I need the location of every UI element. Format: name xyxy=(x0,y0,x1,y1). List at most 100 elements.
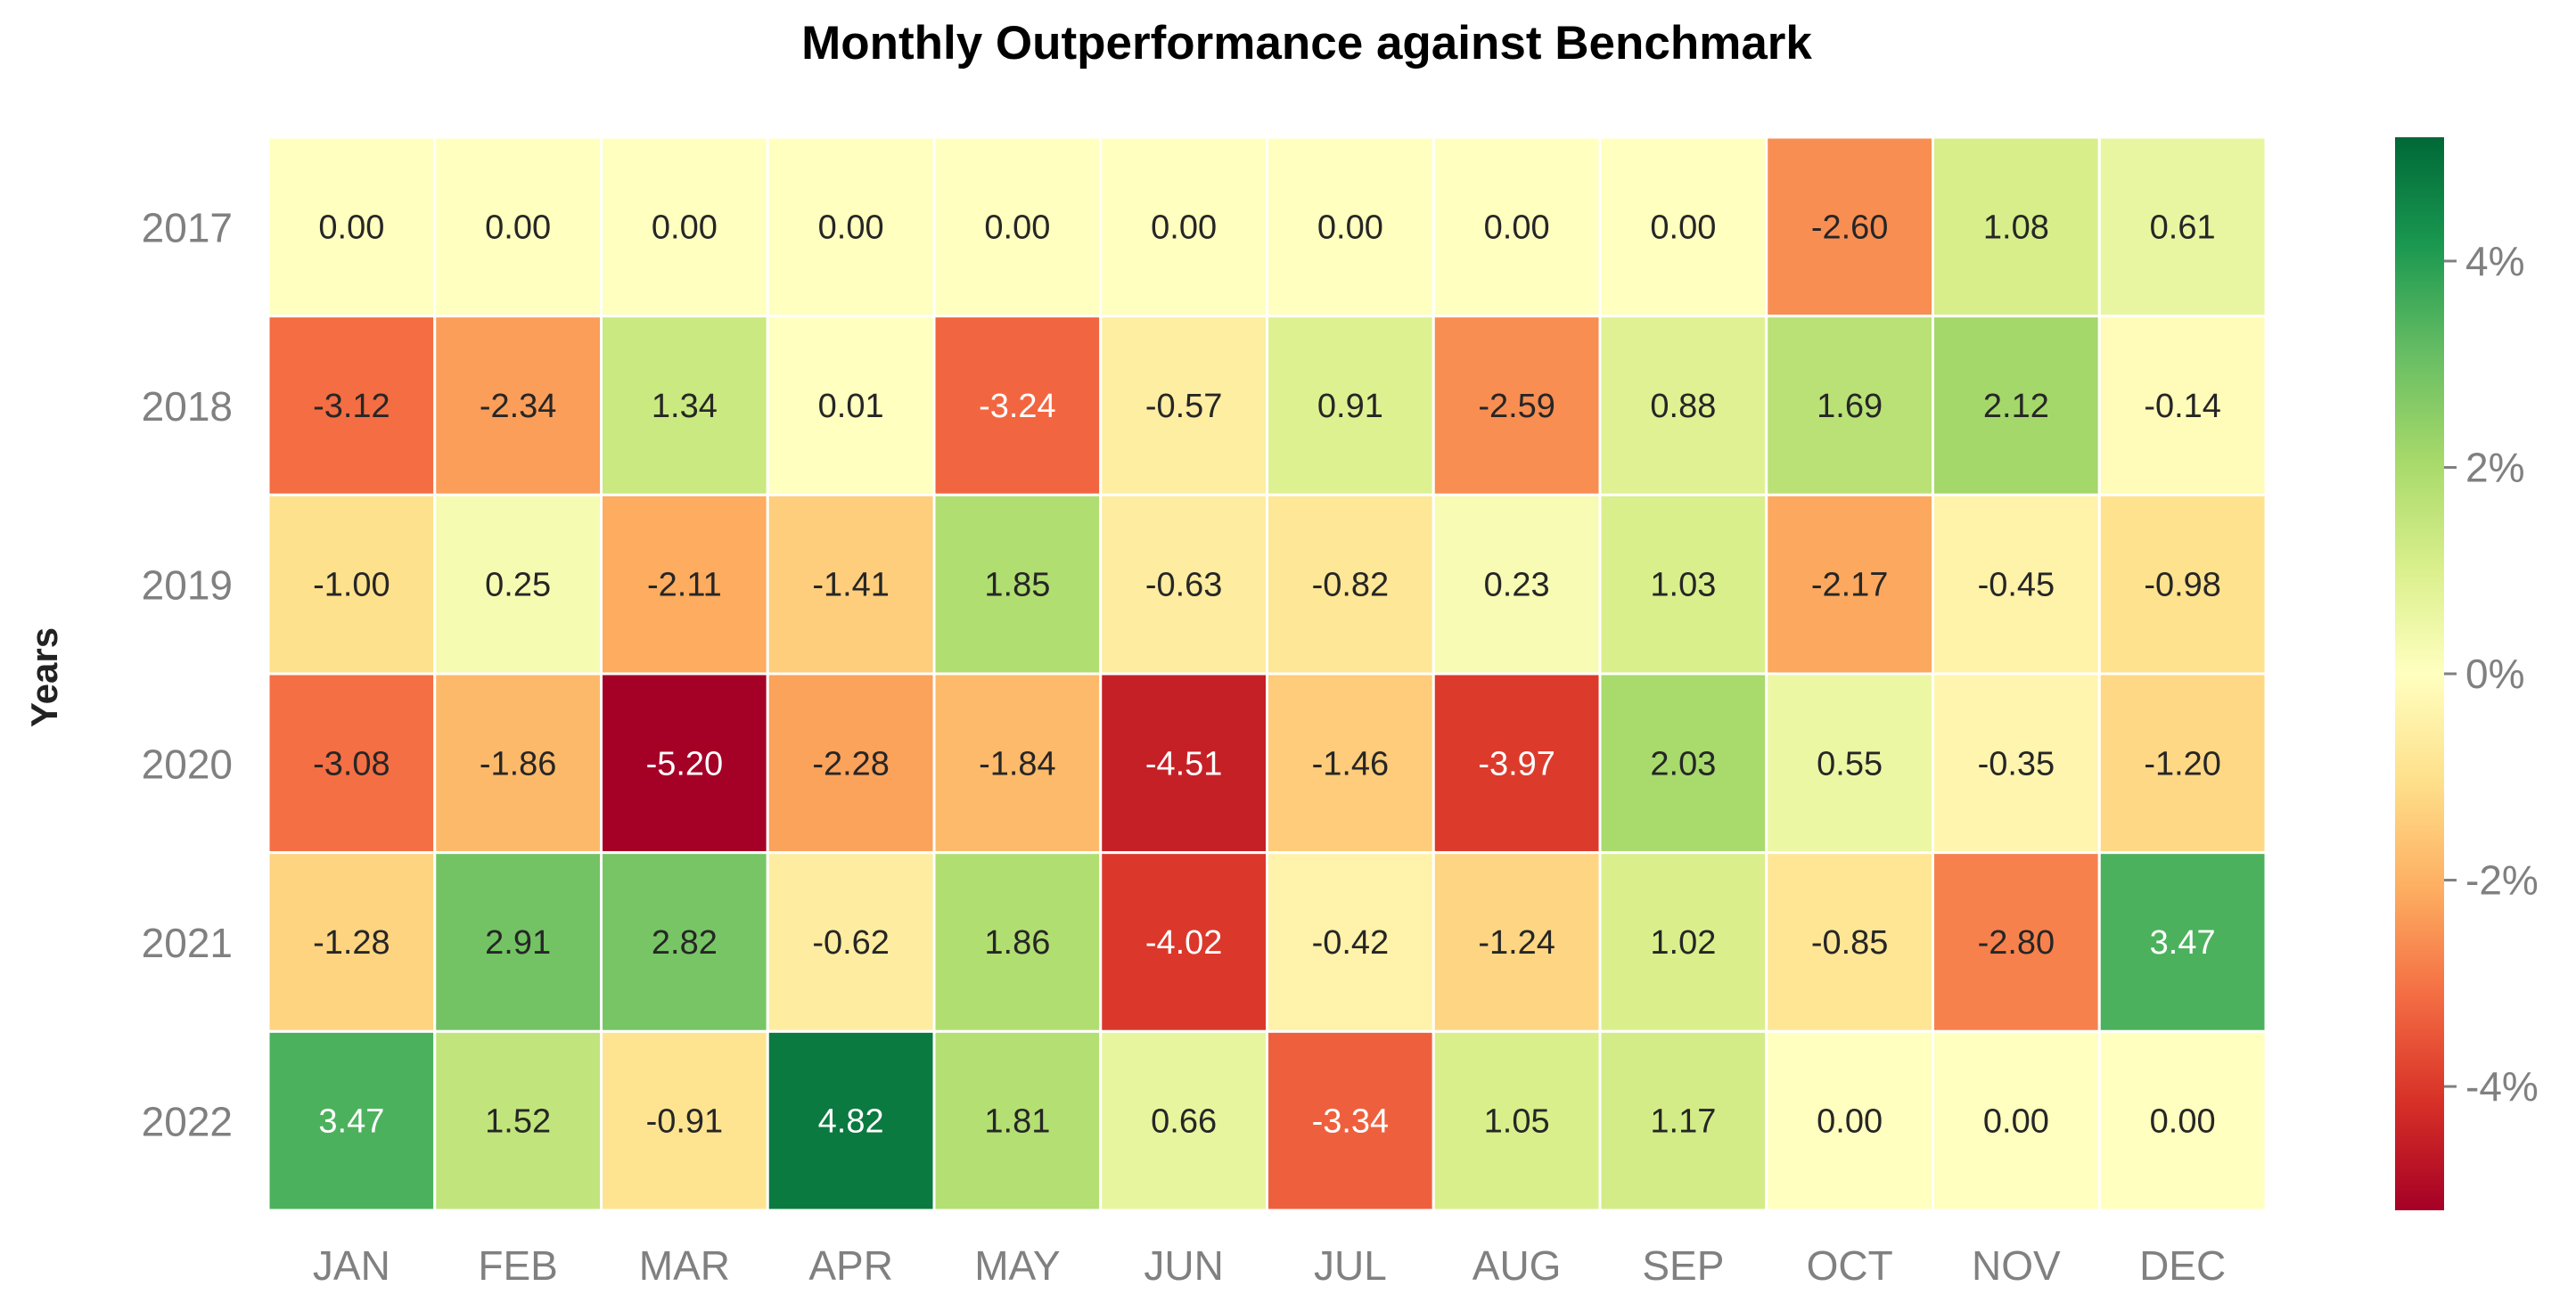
month-tick-label: JAN xyxy=(313,1242,390,1289)
cell-value-label: -4.02 xyxy=(1145,924,1223,962)
heatmap-cell xyxy=(267,672,437,855)
cell-value-label: 0.00 xyxy=(1484,209,1550,246)
cell-value-label: 0.25 xyxy=(485,567,551,604)
heatmap-cell xyxy=(267,493,437,676)
heatmap-cell xyxy=(766,135,936,318)
year-tick-label: 2019 xyxy=(142,562,233,609)
heatmap-cell xyxy=(1432,315,1602,496)
cell-value-label: -3.97 xyxy=(1478,745,1555,783)
cell-value-label: 2.82 xyxy=(652,924,718,962)
heatmap-cell xyxy=(1765,135,1934,318)
cell-value-label: 1.08 xyxy=(1983,209,2049,246)
heatmap-cell xyxy=(2097,135,2268,318)
y-axis-label: Years xyxy=(23,627,65,727)
cell-value-label: -1.00 xyxy=(313,567,390,604)
cell-value-label: 0.00 xyxy=(984,209,1050,246)
heatmap-cell xyxy=(267,851,437,1033)
cell-value-label: -1.41 xyxy=(812,567,890,604)
colorbar-tick-label: 2% xyxy=(2465,444,2524,490)
colorbar-tick-label: -2% xyxy=(2465,857,2539,904)
cell-value-label: 0.00 xyxy=(2150,1103,2216,1141)
heatmap-cell xyxy=(1099,851,1268,1033)
heatmap-cell xyxy=(1932,851,2101,1033)
cell-value-label: -0.57 xyxy=(1145,388,1223,425)
year-tick-label: 2021 xyxy=(142,920,233,966)
heatmap-cell xyxy=(766,672,936,855)
cell-value-label: 0.88 xyxy=(1650,388,1716,425)
cell-value-label: -1.20 xyxy=(2144,745,2221,783)
cell-value-label: 1.69 xyxy=(1817,388,1883,425)
cell-value-label: 0.23 xyxy=(1484,567,1550,604)
cell-value-label: 2.91 xyxy=(485,924,551,962)
heatmap-cell xyxy=(766,493,936,676)
month-labels: JAN FEB MAR APR MAY JUN JUL AUG SEP OCT NOV DEC xyxy=(313,1242,2226,1289)
cell-value-label: 1.02 xyxy=(1650,924,1716,962)
heatmap-cell xyxy=(433,672,603,855)
colorbar: 4% 2% 0% -2% -4% xyxy=(2395,137,2539,1210)
heatmap-cell xyxy=(1598,672,1768,855)
cell-value-label: 1.05 xyxy=(1484,1103,1550,1141)
heatmap-cell xyxy=(1432,135,1602,318)
heatmap-cell xyxy=(766,315,936,496)
cell-value-label: -2.60 xyxy=(1811,209,1889,246)
cell-value-label: 0.01 xyxy=(818,388,884,425)
chart-title: Monthly Outperformance against Benchmark xyxy=(801,17,1812,70)
month-tick-label: SEP xyxy=(1642,1242,1724,1289)
cell-value-label: -2.34 xyxy=(480,388,557,425)
heatmap-cell xyxy=(1932,672,2101,855)
cell-value-label: -3.34 xyxy=(1312,1103,1390,1141)
cell-value-label: 1.52 xyxy=(485,1103,551,1141)
heatmap-cell xyxy=(1099,135,1268,318)
cell-value-label: -5.20 xyxy=(646,745,724,783)
cell-value-label: -1.46 xyxy=(1312,745,1390,783)
heatmap-cell xyxy=(2097,315,2268,496)
cell-value-label: -2.11 xyxy=(647,567,722,604)
heatmap-cell xyxy=(1099,315,1268,496)
month-tick-label: MAY xyxy=(974,1242,1060,1289)
heatmap-cell xyxy=(932,851,1103,1033)
heatmap-cell xyxy=(1432,851,1602,1033)
cell-value-label: 0.91 xyxy=(1317,388,1383,425)
cell-value-label: 0.00 xyxy=(818,209,884,246)
heatmap-cell xyxy=(1765,672,1934,855)
heatmap-cell xyxy=(267,135,437,318)
heatmap-cell xyxy=(2097,672,2268,855)
cell-value-label: 0.66 xyxy=(1151,1103,1217,1141)
heatmap-cell xyxy=(433,1029,603,1212)
cell-value-label: 1.03 xyxy=(1650,567,1716,604)
cell-value-label: -0.35 xyxy=(1978,745,2055,783)
heatmap-cell xyxy=(1266,672,1435,855)
cell-value-label: 0.00 xyxy=(318,209,384,246)
heatmap-cell xyxy=(1266,1029,1435,1212)
month-tick-label: OCT xyxy=(1807,1242,1893,1289)
cell-value-label: 1.85 xyxy=(984,567,1050,604)
cell-value-label: 4.82 xyxy=(818,1103,884,1141)
cell-value-label: -1.24 xyxy=(1478,924,1555,962)
cell-value-label: 3.47 xyxy=(2150,924,2216,962)
cell-value-label: -2.28 xyxy=(812,745,890,783)
cell-value-label: -1.86 xyxy=(480,745,557,783)
heatmap-cell xyxy=(932,493,1103,676)
cell-value-label: -0.82 xyxy=(1312,567,1390,604)
cell-value-label: -4.51 xyxy=(1145,745,1223,783)
cell-value-label: 0.00 xyxy=(1983,1103,2049,1141)
year-tick-label: 2018 xyxy=(142,383,233,430)
cell-value-label: 0.55 xyxy=(1817,745,1883,783)
cell-value-label: -3.12 xyxy=(313,388,390,425)
cell-value-label: -3.08 xyxy=(313,745,390,783)
heatmap-cell xyxy=(1598,1029,1768,1212)
cell-value-label: 0.61 xyxy=(2150,209,2216,246)
cell-value-label: 2.03 xyxy=(1650,745,1716,783)
month-tick-label: JUN xyxy=(1144,1242,1223,1289)
heatmap-cell xyxy=(1432,1029,1602,1212)
cell-value-label: 0.00 xyxy=(1151,209,1217,246)
heatmap-cells: 0.00 0.00 0.00 0.00 0.00 0.00 0.00 0.00 0.00 -2.6… xyxy=(267,135,2268,1212)
year-labels: 2017 2018 2019 2020 2021 2022 xyxy=(142,204,233,1144)
cell-value-label: -0.14 xyxy=(2144,388,2221,425)
cell-value-label: 0.00 xyxy=(1317,209,1383,246)
cell-value-label: 1.34 xyxy=(652,388,718,425)
heatmap-cell xyxy=(600,135,769,318)
cell-value-label: -2.80 xyxy=(1978,924,2055,962)
cell-value-label: -1.28 xyxy=(313,924,390,962)
heatmap-cell xyxy=(1765,1029,1934,1212)
